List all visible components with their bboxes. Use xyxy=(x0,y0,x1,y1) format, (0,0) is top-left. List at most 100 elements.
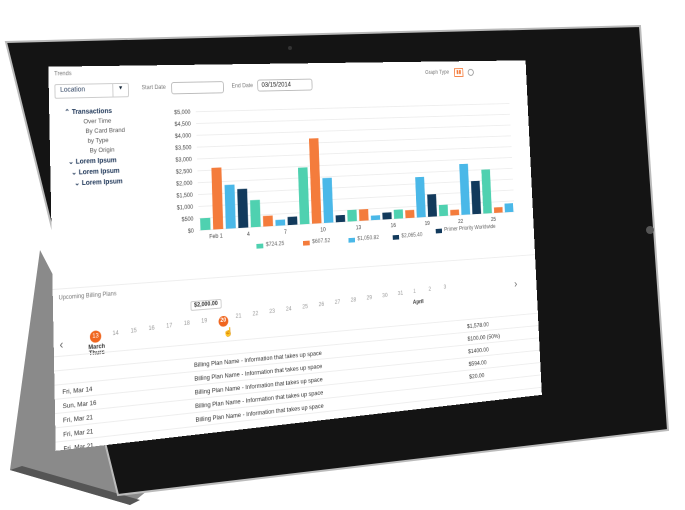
start-date-label: Start Date xyxy=(141,85,166,92)
timeline-day[interactable]: 19 xyxy=(201,318,208,325)
pie-graph-type-button[interactable] xyxy=(467,68,474,76)
timeline-day[interactable]: 27 xyxy=(334,299,341,306)
timeline-day[interactable]: 28 xyxy=(350,297,357,304)
timeline-day[interactable]: 26 xyxy=(318,302,325,309)
x-tick-label: 22 xyxy=(458,219,463,225)
legend-label: $724.25 xyxy=(265,241,285,249)
tree-group-label: Lorem Ipsum xyxy=(78,167,120,177)
row-amount: $594.00 xyxy=(468,359,487,368)
legend-label: $607.52 xyxy=(312,238,331,246)
bar[interactable] xyxy=(358,209,369,221)
y-tick-label: $3,000 xyxy=(175,157,192,164)
tree-group[interactable]: ⌄ Lorem Ipsum xyxy=(68,156,117,166)
bar[interactable] xyxy=(504,203,514,213)
prev-arrow-icon[interactable]: ‹ xyxy=(59,337,64,352)
bar[interactable] xyxy=(459,163,471,215)
tree-item[interactable]: Over Time xyxy=(83,117,112,126)
timeline-day[interactable]: 2 xyxy=(428,286,432,293)
timeline-day[interactable]: 29 xyxy=(366,295,373,302)
gridline xyxy=(196,114,510,123)
tree-item[interactable]: By Origin xyxy=(89,146,115,155)
y-tick-label: $5,000 xyxy=(174,110,191,116)
timeline-day[interactable]: 30 xyxy=(382,293,388,300)
bar[interactable] xyxy=(237,188,249,229)
y-tick-label: $2,000 xyxy=(176,181,193,188)
timeline-day[interactable]: 25 xyxy=(302,304,309,311)
timeline-day[interactable]: 1 xyxy=(413,289,416,295)
y-tick-label: $0 xyxy=(188,229,195,235)
next-arrow-icon[interactable]: › xyxy=(513,277,518,291)
hand-cursor-icon: ☝ xyxy=(223,326,234,338)
bar[interactable] xyxy=(393,209,404,219)
bar[interactable] xyxy=(200,217,211,231)
bar[interactable] xyxy=(262,215,274,227)
bar[interactable] xyxy=(405,209,415,219)
bar[interactable] xyxy=(427,194,437,217)
bar[interactable] xyxy=(335,214,346,223)
tree-group[interactable]: ⌄ Lorem Ipsum xyxy=(74,177,122,187)
bar[interactable] xyxy=(470,180,482,215)
bar[interactable] xyxy=(250,199,261,228)
bar[interactable] xyxy=(224,184,236,229)
bar[interactable] xyxy=(287,216,298,226)
x-tick-label: 7 xyxy=(284,230,287,236)
end-date-label: End Date xyxy=(231,83,254,90)
y-tick-label: $2,500 xyxy=(176,169,193,176)
timeline-day[interactable]: 3 xyxy=(443,284,447,291)
y-tick-label: $3,500 xyxy=(175,145,192,151)
x-tick-label: 25 xyxy=(491,217,496,223)
tree-item[interactable]: by Type xyxy=(87,137,109,145)
bar[interactable] xyxy=(275,219,286,226)
bar[interactable] xyxy=(347,209,357,222)
timeline-day[interactable]: 23 xyxy=(269,308,276,316)
timeline-day[interactable]: 21 xyxy=(235,313,242,320)
bar[interactable] xyxy=(438,204,449,217)
today-badge[interactable]: 13 xyxy=(89,330,102,344)
bar[interactable] xyxy=(481,169,492,214)
tree-group[interactable]: ⌃ Transactions xyxy=(64,107,112,116)
y-tick-label: $500 xyxy=(182,217,195,224)
legend-swatch xyxy=(302,240,310,246)
y-tick-label: $4,500 xyxy=(175,122,192,128)
location-select[interactable]: Location ▾ xyxy=(54,82,130,99)
timeline-day[interactable]: 31 xyxy=(397,291,404,297)
bar[interactable] xyxy=(322,177,334,224)
graph-type-label: Graph Type xyxy=(425,70,450,76)
timeline-day[interactable]: 14 xyxy=(112,330,119,338)
timeline-day[interactable]: 22 xyxy=(252,311,259,318)
row-amount: $20.00 xyxy=(469,372,485,381)
camera-icon xyxy=(288,46,292,50)
gridline xyxy=(197,136,511,147)
legend-swatch xyxy=(348,237,356,243)
billing-title: Upcoming Billing Plans xyxy=(58,291,117,302)
tree-group[interactable]: ⌄ Lorem Ipsum xyxy=(71,167,119,177)
timeline-day[interactable]: 20 xyxy=(218,315,229,328)
x-tick-label: 10 xyxy=(320,227,326,233)
bar[interactable] xyxy=(297,167,310,225)
y-tick-label: $1,000 xyxy=(177,205,194,212)
chevron-down-icon: ⌄ xyxy=(74,180,82,188)
bar[interactable] xyxy=(308,138,322,224)
bar[interactable] xyxy=(450,209,460,216)
timeline-day[interactable]: 18 xyxy=(183,320,190,328)
chevron-down-icon: ▾ xyxy=(112,83,129,97)
end-date-input[interactable]: 03/15/2014 xyxy=(257,78,313,92)
bar[interactable] xyxy=(493,207,503,213)
bar[interactable] xyxy=(370,215,381,221)
x-tick-label: 19 xyxy=(425,221,430,227)
kickstand-shadow xyxy=(10,466,140,505)
timeline-day[interactable]: 17 xyxy=(166,323,173,330)
timeline-day[interactable]: 24 xyxy=(285,306,292,313)
tree-item[interactable]: By Card Brand xyxy=(85,127,126,136)
bar[interactable] xyxy=(415,176,426,218)
timeline-day[interactable]: 15 xyxy=(130,328,137,335)
bar[interactable] xyxy=(211,167,224,230)
bar[interactable] xyxy=(382,212,392,220)
y-tick-label: $4,000 xyxy=(175,133,192,139)
x-tick-label: 13 xyxy=(356,225,362,231)
tree-group-label: Lorem Ipsum xyxy=(75,157,117,166)
bar-graph-type-button[interactable]: ▮▮ xyxy=(453,68,464,77)
timeline-day[interactable]: 16 xyxy=(148,325,155,333)
x-tick-label: 16 xyxy=(391,223,397,229)
start-date-input[interactable] xyxy=(171,81,225,95)
